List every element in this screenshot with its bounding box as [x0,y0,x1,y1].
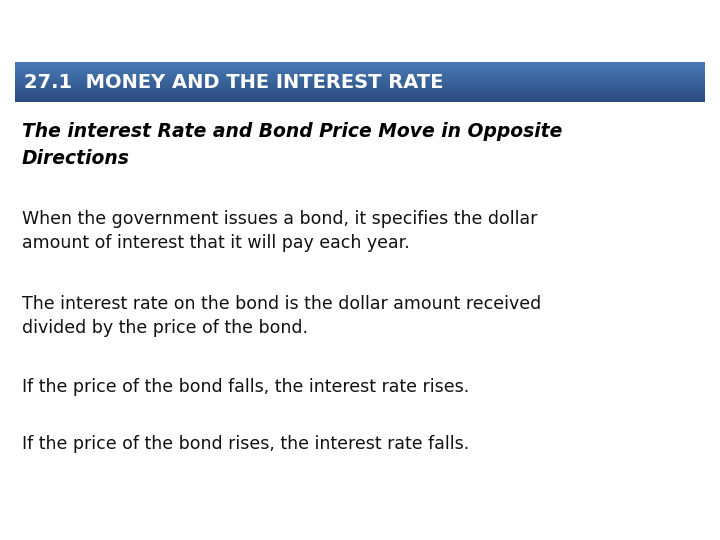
Text: When the government issues a bond, it specifies the dollar: When the government issues a bond, it sp… [22,210,537,228]
Text: divided by the price of the bond.: divided by the price of the bond. [22,319,308,337]
Text: The interest Rate and Bond Price Move in Opposite: The interest Rate and Bond Price Move in… [22,122,562,141]
Text: Directions: Directions [22,149,130,168]
Text: 27.1  MONEY AND THE INTEREST RATE: 27.1 MONEY AND THE INTEREST RATE [24,72,443,91]
Text: amount of interest that it will pay each year.: amount of interest that it will pay each… [22,234,410,252]
Text: The interest rate on the bond is the dollar amount received: The interest rate on the bond is the dol… [22,295,541,313]
Text: If the price of the bond rises, the interest rate falls.: If the price of the bond rises, the inte… [22,435,469,453]
Text: If the price of the bond falls, the interest rate rises.: If the price of the bond falls, the inte… [22,378,469,396]
